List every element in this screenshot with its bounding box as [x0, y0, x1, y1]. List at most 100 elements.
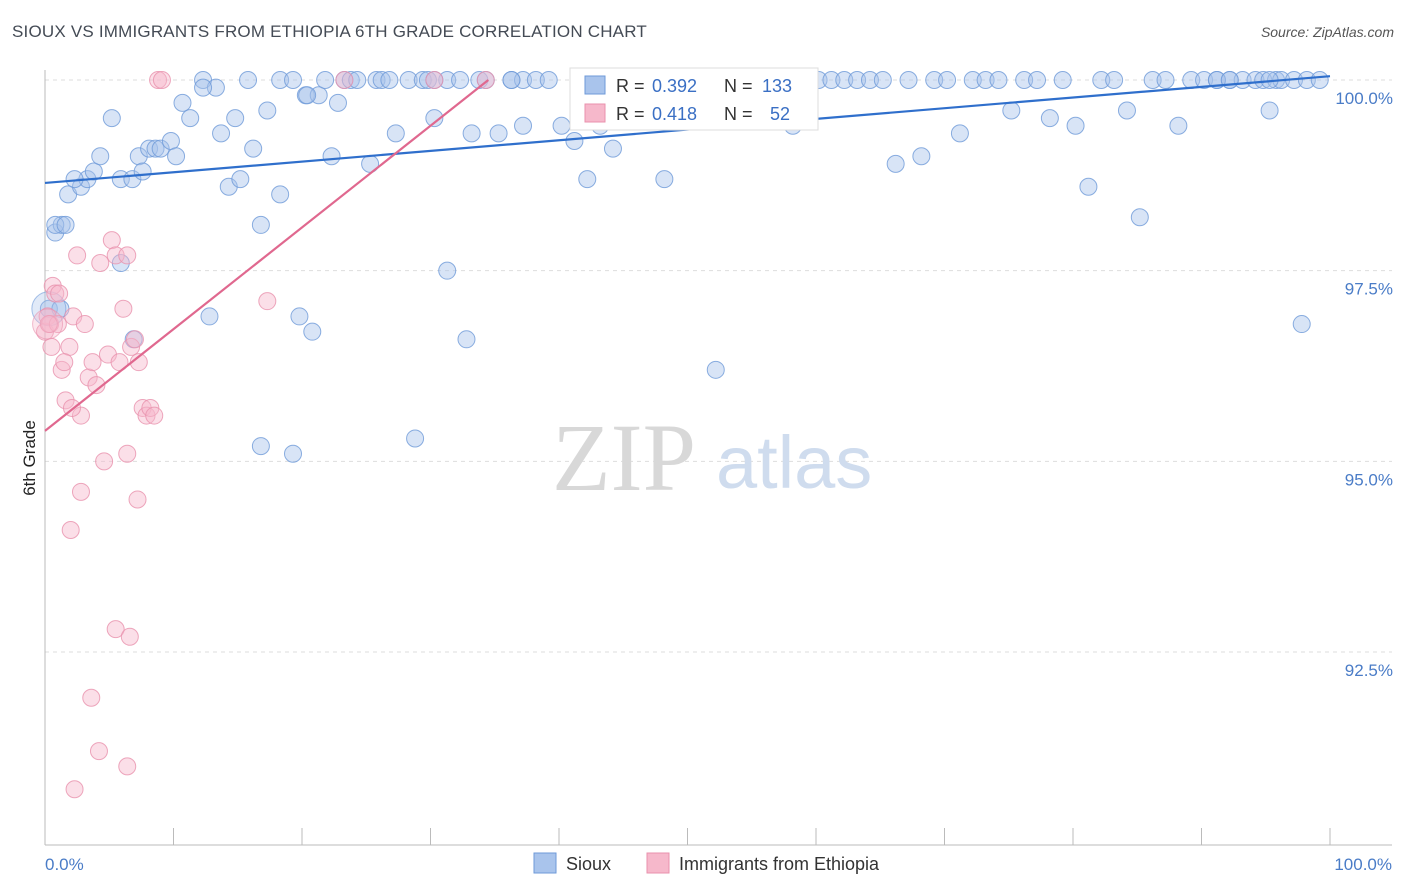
data-point — [1040, 109, 1059, 128]
x-tick-label-min: 0.0% — [45, 855, 84, 874]
data-point — [438, 261, 457, 280]
data-point — [212, 124, 231, 143]
data-point — [1092, 71, 1111, 89]
chart-title: SIOUX VS IMMIGRANTS FROM ETHIOPIA 6TH GR… — [12, 22, 647, 41]
data-point — [438, 71, 457, 89]
data-point — [298, 86, 317, 105]
data-point — [514, 116, 533, 135]
data-point — [258, 101, 277, 120]
sioux-n-label: N = — [724, 76, 753, 96]
data-point — [52, 215, 71, 234]
data-point — [462, 124, 481, 143]
data-point — [56, 391, 75, 410]
data-point — [71, 482, 90, 501]
data-point — [886, 154, 905, 173]
data-point — [82, 688, 101, 707]
data-point — [251, 215, 270, 234]
data-point — [102, 109, 121, 128]
data-point — [1002, 101, 1021, 120]
data-point — [258, 292, 277, 311]
data-point — [50, 284, 69, 303]
data-point — [118, 246, 137, 265]
data-point — [989, 71, 1008, 89]
data-point — [120, 627, 139, 646]
data-point-large — [32, 308, 64, 340]
data-point — [118, 444, 137, 463]
data-point — [835, 71, 854, 89]
data-point — [335, 71, 354, 89]
data-point — [42, 337, 61, 356]
y-tick-label: 95.0% — [1345, 470, 1393, 489]
data-point — [860, 71, 879, 89]
data-point — [65, 780, 84, 799]
data-point — [151, 139, 170, 158]
data-point — [1143, 71, 1162, 89]
data-point — [925, 71, 944, 89]
data-point — [526, 71, 545, 89]
x-tick-label-max: 100.0% — [1334, 855, 1392, 874]
data-point — [1246, 71, 1265, 89]
data-point — [39, 315, 58, 334]
data-point — [55, 353, 74, 372]
data-point — [71, 177, 90, 196]
data-point — [873, 71, 892, 89]
data-point — [603, 139, 622, 158]
data-point — [118, 757, 137, 776]
data-point — [46, 284, 65, 303]
data-point — [129, 147, 148, 166]
data-point — [303, 322, 322, 341]
data-point — [565, 132, 584, 151]
gridlines — [45, 79, 1392, 653]
data-point — [1195, 71, 1214, 89]
data-point — [46, 223, 65, 242]
stats-legend: R = 0.392 N = 133 R = 0.418 N = 52 — [569, 67, 819, 131]
data-point — [84, 162, 103, 181]
ethiopia-r-label: R = — [616, 104, 645, 124]
data-point — [502, 71, 521, 89]
data-point — [1297, 71, 1316, 89]
data-point — [200, 307, 219, 326]
data-point — [152, 71, 171, 89]
data-point — [83, 353, 102, 372]
data-point — [372, 71, 391, 89]
data-point — [91, 147, 110, 166]
data-point — [316, 71, 335, 89]
data-point — [406, 429, 425, 448]
ethiopia-legend-label: Immigrants from Ethiopia — [679, 854, 880, 874]
data-point — [425, 71, 444, 89]
data-point — [367, 71, 386, 89]
data-point — [539, 71, 558, 89]
data-point — [284, 71, 303, 89]
data-point — [322, 147, 341, 166]
ethiopia-n-value: 52 — [770, 104, 790, 124]
data-point — [1292, 315, 1311, 334]
ethiopia-r-value: 0.418 — [652, 104, 697, 124]
data-point — [106, 620, 125, 639]
data-point — [75, 315, 94, 334]
data-point — [161, 132, 180, 151]
data-point — [56, 215, 75, 234]
data-point — [418, 71, 437, 89]
data-point — [451, 71, 470, 89]
data-point — [133, 162, 152, 181]
data-point — [244, 139, 263, 158]
data-point — [457, 330, 476, 349]
data-point — [1015, 71, 1034, 89]
data-point — [1079, 177, 1098, 196]
data-point — [226, 109, 245, 128]
data-point — [128, 490, 147, 509]
watermark-zip: ZIP — [552, 404, 696, 511]
data-point — [976, 71, 995, 89]
data-point — [938, 71, 957, 89]
y-tick-label: 97.5% — [1345, 280, 1393, 299]
data-point — [578, 170, 597, 189]
data-point — [125, 330, 144, 349]
data-point — [899, 71, 918, 89]
data-point — [271, 185, 290, 204]
data-point — [194, 78, 213, 97]
data-point — [61, 520, 80, 539]
data-point — [68, 246, 87, 265]
data-point — [1053, 71, 1072, 89]
x-axis-ticks — [44, 828, 1331, 845]
